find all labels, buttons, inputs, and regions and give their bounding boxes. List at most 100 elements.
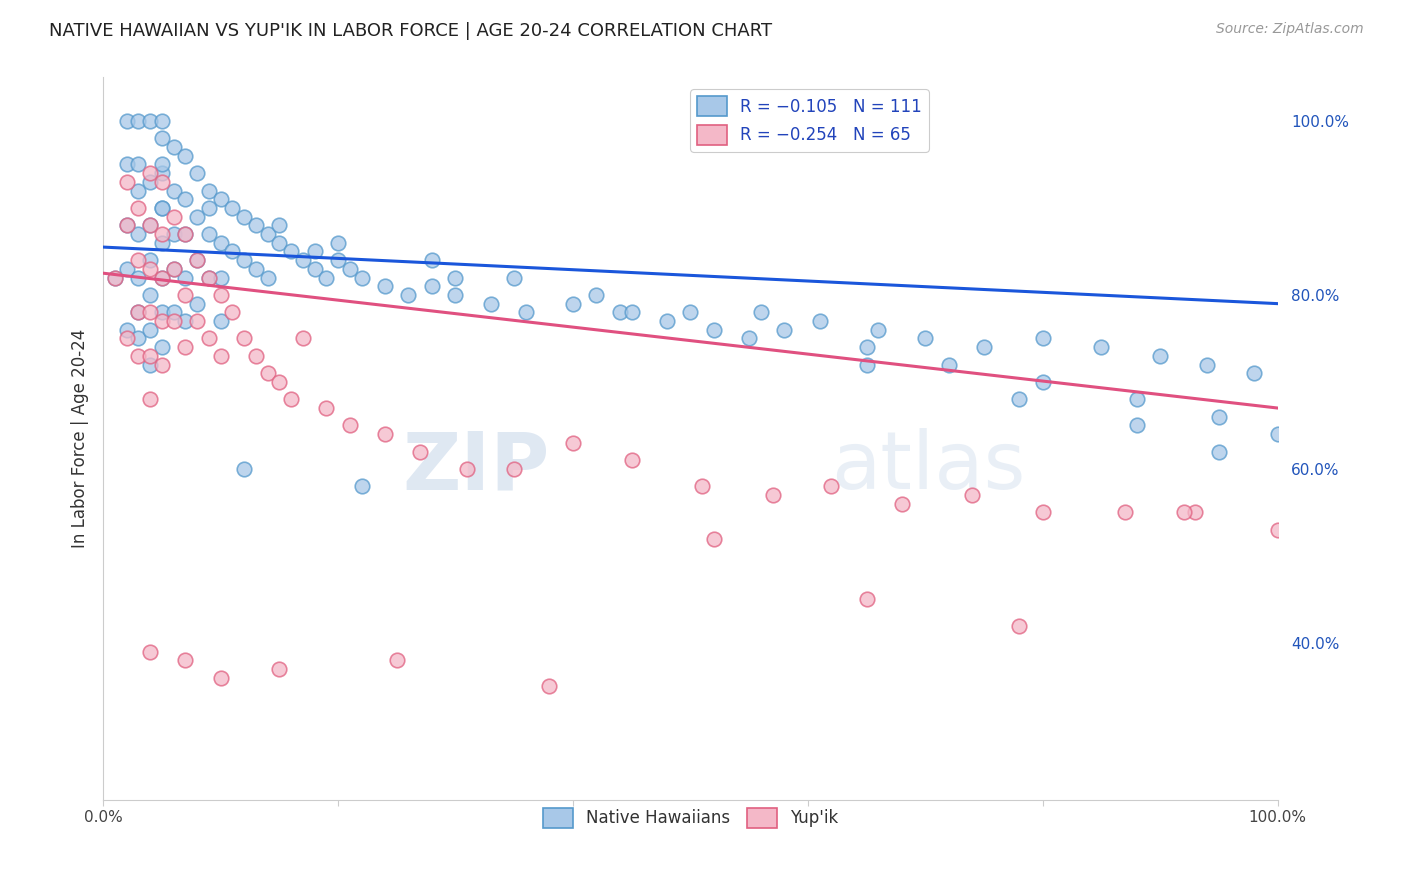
Point: [150, 270, 173, 285]
Point: [326, 253, 349, 268]
Point: [115, 219, 138, 233]
Point: [773, 323, 796, 337]
Point: [1243, 366, 1265, 380]
Point: [820, 479, 842, 493]
Point: [139, 305, 162, 319]
Point: [620, 305, 643, 319]
Point: [174, 653, 197, 667]
Text: Source: ZipAtlas.com: Source: ZipAtlas.com: [1216, 22, 1364, 37]
Point: [326, 235, 349, 250]
Point: [855, 340, 877, 354]
Legend: Native Hawaiians, Yup'ik: Native Hawaiians, Yup'ik: [536, 801, 845, 835]
Point: [139, 219, 162, 233]
Point: [808, 314, 831, 328]
Point: [139, 253, 162, 268]
Point: [115, 323, 138, 337]
Point: [150, 131, 173, 145]
Point: [139, 114, 162, 128]
Point: [162, 261, 184, 276]
Point: [115, 175, 138, 189]
Point: [233, 462, 256, 476]
Point: [761, 488, 783, 502]
Point: [162, 140, 184, 154]
Point: [127, 201, 149, 215]
Point: [198, 331, 221, 345]
Point: [1114, 505, 1136, 519]
Point: [162, 210, 184, 224]
Point: [209, 671, 232, 685]
Point: [374, 427, 396, 442]
Point: [1125, 392, 1147, 407]
Point: [703, 323, 725, 337]
Point: [127, 157, 149, 171]
Point: [174, 227, 197, 241]
Point: [186, 314, 208, 328]
Point: [127, 227, 149, 241]
Point: [855, 592, 877, 607]
Point: [385, 653, 408, 667]
Point: [233, 331, 256, 345]
Point: [115, 331, 138, 345]
Point: [256, 227, 278, 241]
Point: [198, 201, 221, 215]
Point: [269, 219, 291, 233]
Point: [655, 314, 678, 328]
Point: [409, 444, 432, 458]
Point: [139, 392, 162, 407]
Point: [162, 305, 184, 319]
Point: [150, 201, 173, 215]
Point: [1267, 427, 1289, 442]
Text: NATIVE HAWAIIAN VS YUP'IK IN LABOR FORCE | AGE 20-24 CORRELATION CHART: NATIVE HAWAIIAN VS YUP'IK IN LABOR FORCE…: [49, 22, 772, 40]
Point: [221, 305, 243, 319]
Point: [127, 253, 149, 268]
Point: [503, 270, 526, 285]
Point: [738, 331, 761, 345]
Point: [150, 157, 173, 171]
Point: [150, 340, 173, 354]
Point: [139, 323, 162, 337]
Point: [374, 279, 396, 293]
Point: [1208, 409, 1230, 424]
Point: [350, 479, 373, 493]
Point: [209, 349, 232, 363]
Point: [221, 244, 243, 259]
Point: [304, 244, 326, 259]
Point: [420, 279, 443, 293]
Point: [174, 270, 197, 285]
Point: [127, 114, 149, 128]
Point: [280, 244, 302, 259]
Point: [221, 201, 243, 215]
Point: [585, 288, 607, 302]
Point: [186, 296, 208, 310]
Point: [1173, 505, 1195, 519]
Point: [174, 314, 197, 328]
Point: [150, 201, 173, 215]
Point: [115, 261, 138, 276]
Point: [1032, 331, 1054, 345]
Point: [973, 340, 995, 354]
Point: [209, 192, 232, 206]
Point: [1208, 444, 1230, 458]
Point: [703, 532, 725, 546]
Point: [291, 331, 314, 345]
Point: [198, 227, 221, 241]
Point: [1149, 349, 1171, 363]
Point: [139, 645, 162, 659]
Point: [186, 210, 208, 224]
Point: [150, 114, 173, 128]
Point: [233, 210, 256, 224]
Point: [174, 288, 197, 302]
Point: [1197, 358, 1219, 372]
Point: [962, 488, 984, 502]
Point: [1032, 505, 1054, 519]
Point: [139, 349, 162, 363]
Point: [749, 305, 772, 319]
Point: [139, 166, 162, 180]
Point: [174, 149, 197, 163]
Point: [115, 219, 138, 233]
Point: [150, 227, 173, 241]
Point: [139, 261, 162, 276]
Point: [245, 349, 267, 363]
Point: [186, 166, 208, 180]
Point: [561, 296, 583, 310]
